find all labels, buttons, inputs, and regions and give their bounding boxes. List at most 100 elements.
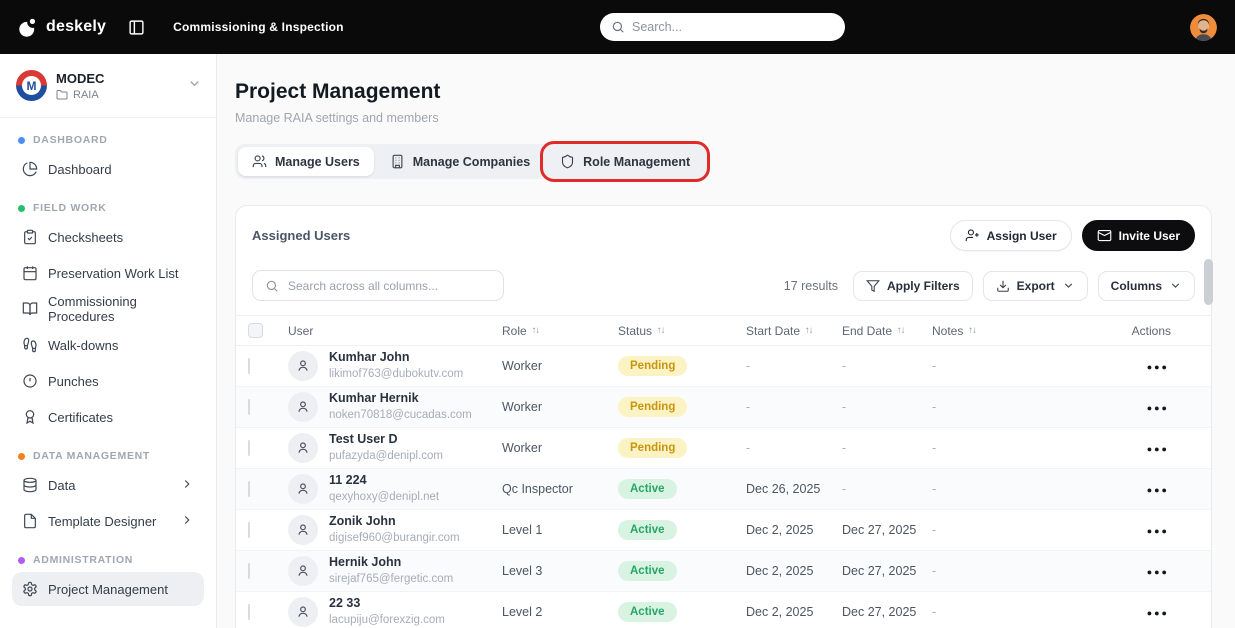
row-checkbox[interactable] bbox=[248, 604, 250, 620]
role-cell: Level 2 bbox=[502, 605, 543, 619]
column-header-role[interactable]: Role ↑↓ bbox=[502, 323, 540, 338]
download-icon bbox=[996, 280, 1009, 292]
app-title: Commissioning & Inspection bbox=[173, 20, 344, 34]
section-dashboard: DASHBOARD Dashboard bbox=[12, 134, 204, 186]
table-row: Zonik John digisef960@burangir.com Level… bbox=[236, 510, 1211, 551]
status-badge: Pending bbox=[618, 438, 688, 458]
main-content: Project Management Manage RAIA settings … bbox=[217, 54, 1235, 628]
row-actions-button[interactable]: ●●● bbox=[1146, 526, 1169, 536]
global-search-input[interactable] bbox=[632, 20, 834, 34]
invite-user-button[interactable]: Invite User bbox=[1081, 220, 1195, 251]
select-all-checkbox[interactable] bbox=[248, 323, 263, 338]
chevron-down-icon bbox=[1171, 283, 1180, 288]
end-date-cell: - bbox=[842, 400, 847, 414]
apply-filters-label: Apply Filters bbox=[886, 278, 960, 293]
tab-manage-companies[interactable]: Manage Companies bbox=[376, 147, 544, 176]
column-header-status[interactable]: Status ↑↓ bbox=[618, 323, 665, 338]
org-name: MODEC bbox=[56, 70, 105, 86]
gear-icon bbox=[23, 581, 37, 597]
global-search[interactable] bbox=[600, 13, 845, 41]
sidebar-item-checksheets[interactable]: Checksheets bbox=[12, 220, 204, 254]
row-actions-button[interactable]: ●●● bbox=[1146, 485, 1169, 495]
end-date-cell: Dec 27, 2025 bbox=[842, 605, 917, 619]
table-search-input[interactable] bbox=[288, 278, 491, 293]
tab-role-management[interactable]: Role Management bbox=[540, 141, 711, 182]
sidebar-item-template-designer[interactable]: Template Designer bbox=[12, 504, 204, 538]
row-actions-button[interactable]: ●●● bbox=[1146, 403, 1169, 413]
column-header-start-date[interactable]: Start Date ↑↓ bbox=[746, 323, 813, 338]
brand-logo[interactable]: deskely bbox=[18, 16, 106, 38]
table-search[interactable] bbox=[252, 270, 504, 301]
table-row: Hernik John sirejaf765@fergetic.com Leve… bbox=[236, 551, 1211, 592]
sidebar-toggle-icon[interactable] bbox=[128, 19, 145, 36]
user-name: Kumhar John bbox=[329, 350, 410, 365]
org-project-name: RAIA bbox=[73, 88, 99, 101]
sidebar-item-walk-downs[interactable]: Walk-downs bbox=[12, 328, 204, 362]
row-checkbox[interactable] bbox=[248, 399, 250, 415]
sidebar-item-dashboard[interactable]: Dashboard bbox=[12, 152, 204, 186]
notes-cell: - bbox=[932, 523, 937, 537]
column-header-actions: Actions bbox=[1131, 323, 1171, 338]
section-dot bbox=[18, 136, 25, 144]
row-checkbox[interactable] bbox=[248, 358, 250, 374]
sidebar-item-certificates[interactable]: Certificates bbox=[12, 400, 204, 434]
row-checkbox[interactable] bbox=[248, 481, 250, 497]
sidebar-item-data[interactable]: Data bbox=[12, 468, 204, 502]
row-actions-button[interactable]: ●●● bbox=[1146, 608, 1169, 618]
page-subtitle: Manage RAIA settings and members bbox=[235, 111, 439, 125]
user-avatar-icon bbox=[288, 433, 318, 463]
tab-bar: Manage Users Manage Companies Role Manag… bbox=[235, 141, 711, 182]
chevron-right-icon bbox=[180, 513, 194, 530]
database-icon bbox=[23, 477, 37, 493]
users-icon bbox=[252, 155, 267, 168]
row-checkbox[interactable] bbox=[248, 440, 250, 456]
row-checkbox[interactable] bbox=[248, 563, 250, 579]
user-avatar[interactable] bbox=[1190, 13, 1217, 41]
shield-icon bbox=[562, 154, 574, 169]
org-switcher[interactable]: M MODEC RAIA bbox=[0, 68, 216, 118]
user-avatar-icon bbox=[288, 556, 318, 586]
user-name: 22 33 bbox=[329, 596, 361, 611]
section-label: DASHBOARD bbox=[33, 134, 108, 146]
sidebar-item-punches[interactable]: Punches bbox=[12, 364, 204, 398]
building-icon bbox=[392, 154, 403, 169]
start-date-cell: - bbox=[746, 359, 751, 373]
table-body: Kumhar John likimof763@dubokutv.com Work… bbox=[236, 346, 1211, 628]
row-actions-button[interactable]: ●●● bbox=[1146, 362, 1169, 372]
section-dot bbox=[18, 204, 25, 212]
tab-manage-users[interactable]: Manage Users bbox=[238, 147, 374, 176]
start-date-cell: Dec 2, 2025 bbox=[746, 523, 814, 537]
export-button[interactable]: Export bbox=[982, 270, 1088, 301]
invite-user-label: Invite User bbox=[1118, 228, 1180, 243]
clipboard-check-icon bbox=[24, 229, 36, 245]
column-header-notes[interactable]: Notes ↑↓ bbox=[932, 323, 977, 338]
sidebar-item-preservation-work-list[interactable]: Preservation Work List bbox=[12, 256, 204, 290]
user-email: noken70818@cucadas.com bbox=[329, 408, 472, 421]
user-email: likimof763@dubokutv.com bbox=[329, 367, 464, 380]
calendar-icon bbox=[23, 266, 37, 281]
notes-cell: - bbox=[932, 482, 937, 496]
sidebar-item-label: Data bbox=[48, 477, 76, 493]
alert-circle-icon bbox=[23, 374, 37, 388]
status-badge: Active bbox=[618, 602, 677, 622]
role-cell: Qc Inspector bbox=[502, 482, 573, 496]
scrollbar-thumb[interactable] bbox=[1204, 259, 1213, 305]
columns-button[interactable]: Columns bbox=[1097, 270, 1195, 301]
folder-icon bbox=[56, 89, 68, 101]
assign-user-button[interactable]: Assign User bbox=[949, 220, 1072, 251]
apply-filters-button[interactable]: Apply Filters bbox=[852, 270, 973, 301]
user-email: digisef960@burangir.com bbox=[329, 531, 460, 544]
row-actions-button[interactable]: ●●● bbox=[1146, 567, 1169, 577]
table-header-row: User Role ↑↓ Status ↑↓ Start Date ↑↓ End Da… bbox=[236, 315, 1211, 346]
sidebar-item-project-management[interactable]: Project Management bbox=[12, 572, 204, 606]
column-header-user: User bbox=[288, 323, 314, 338]
sidebar-item-label: Project Management bbox=[48, 581, 168, 597]
row-actions-button[interactable]: ●●● bbox=[1146, 444, 1169, 454]
start-date-cell: Dec 26, 2025 bbox=[746, 482, 821, 496]
row-checkbox[interactable] bbox=[248, 522, 250, 538]
assign-user-label: Assign User bbox=[986, 228, 1057, 243]
column-header-end-date[interactable]: End Date ↑↓ bbox=[842, 323, 905, 338]
columns-label: Columns bbox=[1110, 278, 1162, 293]
notes-cell: - bbox=[932, 564, 937, 578]
sidebar-item-commissioning-procedures[interactable]: Commissioning Procedures bbox=[12, 292, 204, 326]
